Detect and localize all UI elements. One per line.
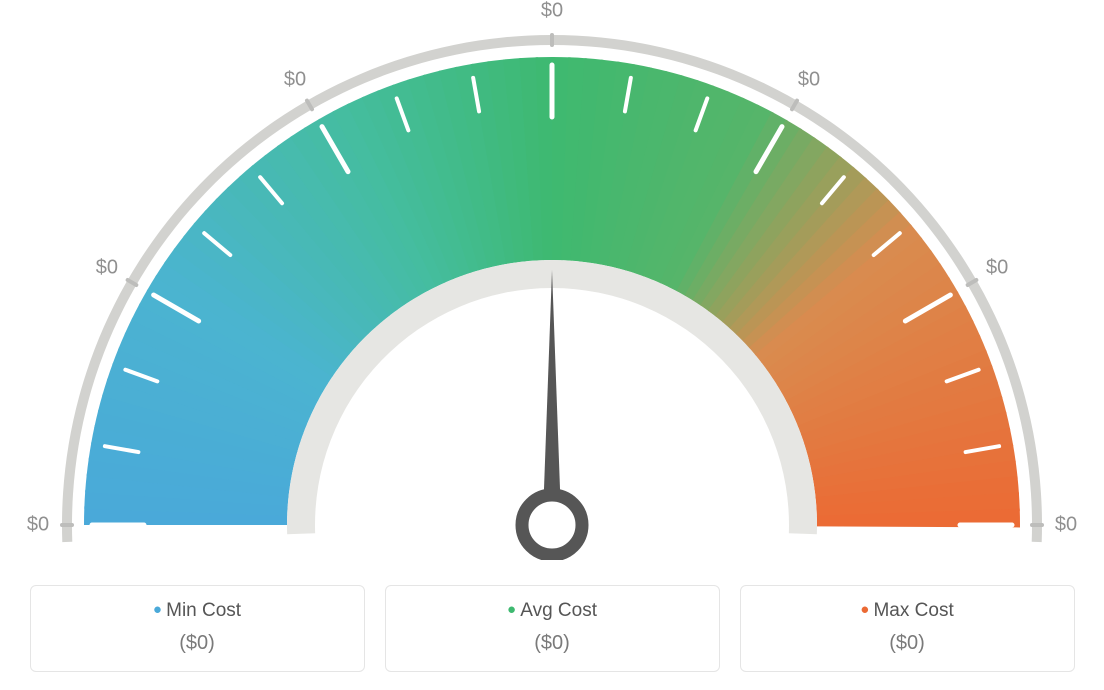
- gauge-tick-label: $0: [1055, 514, 1077, 537]
- legend-card-max: Max Cost ($0): [740, 585, 1075, 672]
- gauge-tick-label: $0: [541, 0, 563, 23]
- gauge-tick-label: $0: [284, 68, 306, 91]
- legend-label-max: Max Cost: [741, 600, 1074, 622]
- legend-row: Min Cost ($0) Avg Cost ($0) Max Cost ($0…: [0, 585, 1104, 672]
- gauge-tick-label: $0: [798, 68, 820, 91]
- legend-card-avg: Avg Cost ($0): [385, 585, 720, 672]
- gauge-tick-label: $0: [27, 514, 49, 537]
- gauge-tick-label: $0: [986, 257, 1008, 280]
- legend-value-avg: ($0): [386, 632, 719, 655]
- legend-card-min: Min Cost ($0): [30, 585, 365, 672]
- gauge-svg: [0, 0, 1104, 560]
- legend-label-min: Min Cost: [31, 600, 364, 622]
- legend-label-avg: Avg Cost: [386, 600, 719, 622]
- legend-value-min: ($0): [31, 632, 364, 655]
- gauge-chart: $0 $0 $0 $0 $0 $0 $0: [0, 0, 1104, 560]
- legend-value-max: ($0): [741, 632, 1074, 655]
- gauge-tick-label: $0: [96, 257, 118, 280]
